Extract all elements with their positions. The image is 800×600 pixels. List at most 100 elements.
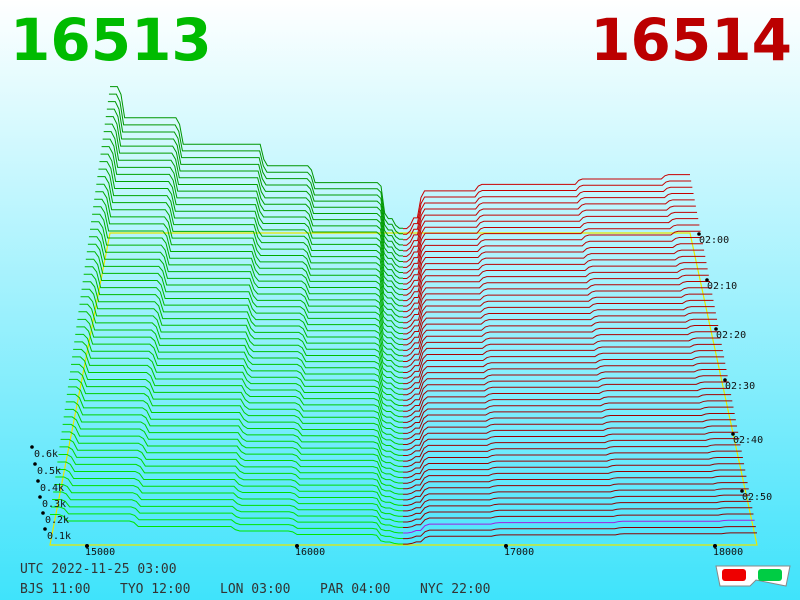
ask-line [403, 262, 707, 307]
bid-line [66, 393, 403, 456]
bid-line [58, 453, 403, 501]
bid-line [78, 311, 403, 395]
depth-tick [38, 495, 42, 499]
ask-line [403, 186, 693, 241]
bid-line [104, 123, 403, 257]
time-tick [714, 327, 718, 331]
ask-line [403, 337, 721, 374]
depth-label: 0.1k [47, 531, 71, 542]
ask-line [403, 281, 710, 324]
bid-line [84, 266, 403, 362]
ask-line [403, 312, 716, 351]
bid-line [64, 408, 403, 467]
ask-line [403, 513, 754, 528]
bid-line [85, 258, 403, 357]
ask-line [403, 450, 742, 473]
bid-line [60, 438, 403, 490]
bid-line [95, 191, 403, 307]
ask-line [403, 299, 714, 340]
time-tick [740, 489, 744, 493]
ask-line [403, 230, 701, 279]
bid-line [80, 296, 403, 384]
bid-line [79, 303, 403, 390]
city-time: LON 03:00 [220, 582, 290, 597]
time-tick [705, 278, 709, 282]
bid-line [72, 356, 403, 429]
ask-line [403, 488, 749, 506]
floor-frame [49, 232, 758, 546]
bid-line [65, 401, 403, 462]
ask-line [403, 419, 736, 445]
bid-line [56, 468, 403, 512]
price-tick [504, 544, 508, 548]
ask-line [403, 193, 694, 246]
depth-tick [41, 511, 45, 515]
time-label: 02:50 [742, 492, 772, 503]
bid-line [61, 431, 403, 484]
ask-line [403, 526, 756, 540]
ask-line [403, 180, 692, 235]
ask-line [403, 469, 746, 490]
depth-tick [33, 462, 37, 466]
bid-line [107, 101, 403, 240]
ask-line [403, 444, 741, 468]
bid-line [71, 363, 403, 434]
ask-line [403, 500, 752, 517]
ask-line [403, 375, 728, 407]
city-time: PAR 04:00 [320, 582, 390, 597]
bid-line [100, 153, 403, 279]
bid-line [91, 221, 403, 329]
bid-line [82, 281, 403, 373]
utc-time: UTC 2022-11-25 03:00 [20, 562, 177, 577]
bid-line [77, 318, 403, 401]
ask-line [403, 218, 699, 268]
bid-line [70, 371, 403, 440]
time-label: 02:00 [699, 235, 729, 246]
ask-line [403, 387, 730, 418]
price-tick [295, 544, 299, 548]
ask-line [403, 425, 738, 451]
time-tick [731, 432, 735, 436]
bid-line [59, 446, 403, 495]
ask-line [403, 475, 747, 495]
ask-line [403, 438, 740, 462]
depth-tick [36, 479, 40, 483]
bid-line [98, 168, 403, 290]
time-label: 02:10 [707, 281, 737, 292]
ask-line [403, 293, 713, 335]
ask-line [403, 205, 696, 257]
glasses-icon [715, 565, 791, 587]
bid-line [62, 423, 403, 479]
price-label: 15000 [85, 547, 115, 558]
bid-line [102, 138, 403, 268]
ask-line [403, 356, 725, 390]
ask-line [403, 249, 705, 296]
ask-line [403, 331, 720, 368]
ask-line [403, 306, 715, 346]
ask-line [403, 287, 712, 329]
bid-line [108, 93, 403, 235]
bid-line [101, 146, 403, 274]
bid-line [67, 386, 403, 451]
city-time: TYO 12:00 [120, 582, 190, 597]
bid-line [97, 176, 403, 296]
bid-line [53, 491, 403, 528]
depth-tick [30, 445, 34, 449]
ask-line [403, 507, 753, 523]
ask-line [403, 456, 743, 479]
time-label: 02:20 [716, 330, 746, 341]
time-tick [697, 232, 701, 236]
bid-line [74, 341, 403, 418]
bid-line [50, 514, 403, 545]
city-time: BJS 11:00 [20, 582, 90, 597]
bid-line [110, 86, 403, 229]
bid-line [76, 326, 403, 406]
ask-price: 16514 [590, 6, 792, 74]
price-label: 16000 [295, 547, 325, 558]
ask-line [403, 368, 727, 401]
ask-line [403, 324, 719, 362]
price-tick [85, 544, 89, 548]
ask-line [403, 274, 709, 318]
city-time: NYC 22:00 [420, 582, 490, 597]
